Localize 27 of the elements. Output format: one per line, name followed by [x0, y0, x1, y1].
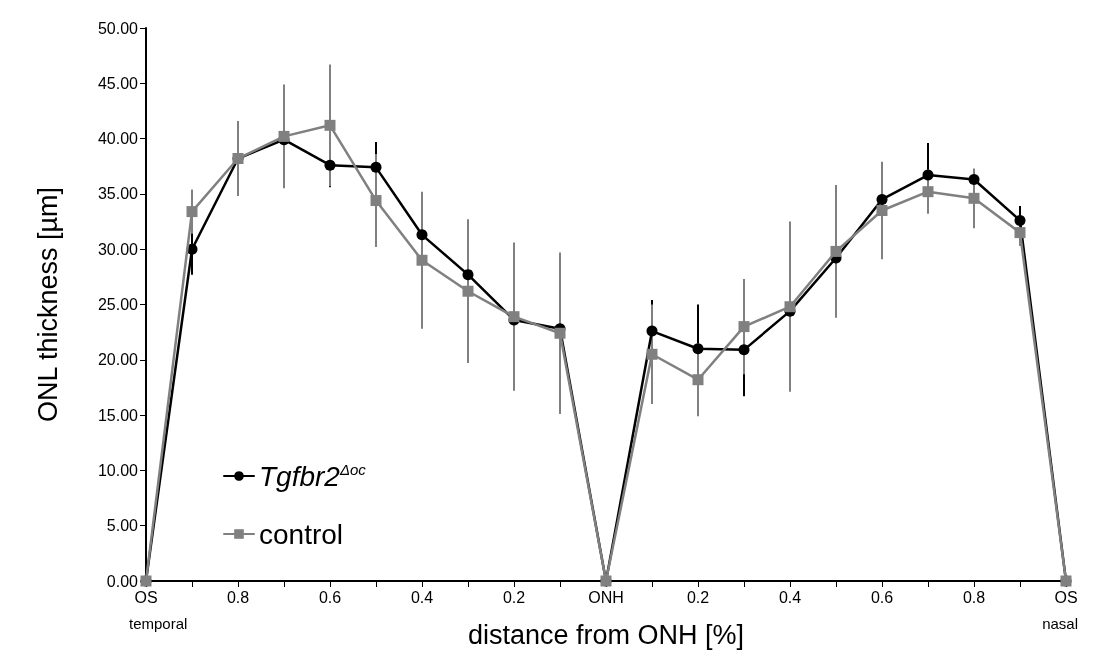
- y-tick-label: 5.00: [106, 517, 139, 535]
- y-axis-title: ONL thickness [µm]: [32, 186, 63, 423]
- text: nasal: [1042, 615, 1078, 632]
- x-tick-label: 0.2: [502, 588, 526, 606]
- x-tick-label: 0.2: [686, 588, 710, 606]
- y-tick-label: 0.00: [106, 572, 139, 590]
- x-tick-label: 0.6: [318, 588, 342, 606]
- y-tick-label: 35.00: [97, 185, 139, 203]
- x-axis-title: distance from ONH [%]: [467, 619, 745, 650]
- y-tick-label: 50.00: [97, 19, 139, 37]
- x-tick-label: OS: [134, 588, 158, 606]
- y-tick-label: 20.00: [97, 351, 139, 369]
- y-tick-label: 40.00: [97, 130, 139, 148]
- legend-label: control: [259, 518, 344, 550]
- y-tick-label: 25.00: [97, 296, 139, 313]
- y-tick-label: 30.00: [97, 240, 139, 258]
- x-tick-label: OS: [1054, 588, 1078, 606]
- y-tick-label: 10.00: [97, 461, 139, 479]
- x-tick-label: 0.8: [962, 588, 986, 606]
- x-tick-label: 0.8: [226, 588, 250, 606]
- x-tick-label: ONH: [588, 588, 624, 606]
- x-tick-label: 0.4: [410, 588, 434, 606]
- x-tick-label: 0.6: [870, 588, 894, 606]
- y-tick-label: 45.00: [97, 74, 139, 92]
- x-tick-label: 0.4: [778, 588, 802, 606]
- text: temporal: [129, 615, 188, 632]
- y-tick-label: 15.00: [97, 406, 139, 424]
